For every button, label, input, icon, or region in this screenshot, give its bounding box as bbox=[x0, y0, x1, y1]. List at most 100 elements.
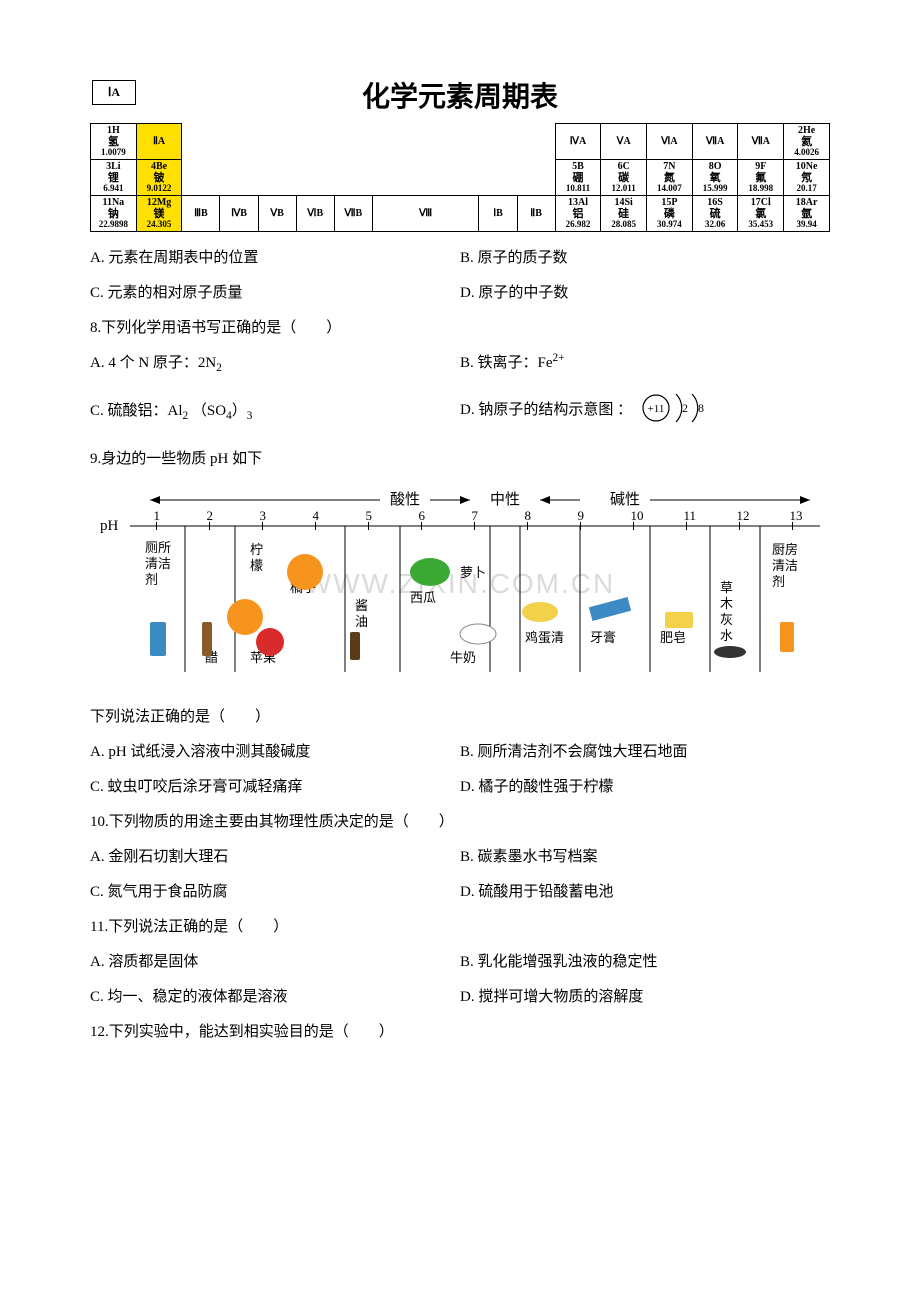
svg-text:9: 9 bbox=[578, 508, 585, 523]
cell-mg: 12Mg镁24.305 bbox=[136, 195, 182, 231]
q8-c: C. 硫酸铝：Al2 （SO4）3 bbox=[90, 399, 460, 422]
q10-stem: 10.下列物质的用途主要由其物理性质决定的是（ ） bbox=[90, 810, 830, 831]
cell-li: 3Li锂6.941 bbox=[91, 159, 137, 195]
q7-c: C. 元素的相对原子质量 bbox=[90, 281, 460, 302]
svg-text:3: 3 bbox=[260, 508, 267, 523]
group-viia: ⅦA bbox=[738, 124, 784, 160]
q11-d: D. 搅拌可增大物质的溶解度 bbox=[460, 985, 830, 1006]
group-iia: ⅡA bbox=[136, 124, 182, 160]
svg-text:13: 13 bbox=[790, 508, 803, 523]
cell-he: 2He氦4.0026 bbox=[784, 124, 830, 160]
svg-text:木: 木 bbox=[720, 596, 733, 611]
svg-text:厨房: 厨房 bbox=[772, 542, 798, 557]
svg-text:酸性: 酸性 bbox=[390, 491, 420, 508]
svg-text:碱性: 碱性 bbox=[610, 491, 640, 508]
periodic-table-title: 化学元素周期表 bbox=[90, 75, 830, 115]
cell-be: 4Be铍9.0122 bbox=[136, 159, 182, 195]
q11-c: C. 均一、稳定的液体都是溶液 bbox=[90, 985, 460, 1006]
cell-ne: 10Ne氖20.17 bbox=[784, 159, 830, 195]
svg-text:清洁: 清洁 bbox=[145, 556, 171, 571]
pt-row-3: 11Na钠22.9898 12Mg镁24.305 ⅢB ⅣB ⅤB ⅥB ⅦB … bbox=[91, 195, 830, 231]
q9-d: D. 橘子的酸性强于柠檬 bbox=[460, 775, 830, 796]
svg-text:2: 2 bbox=[682, 401, 688, 415]
q9-b: B. 厕所清洁剂不会腐蚀大理石地面 bbox=[460, 740, 830, 761]
svg-text:5: 5 bbox=[366, 508, 373, 523]
q11-b: B. 乳化能增强乳浊液的稳定性 bbox=[460, 950, 830, 971]
group-viib: ⅦB bbox=[334, 195, 372, 231]
page: ⅠA 化学元素周期表 1H氢1.0079 ⅡA ⅣA ⅤA ⅥA ⅦA ⅦA 2… bbox=[0, 0, 920, 1095]
cell-c: 6C碳12.011 bbox=[601, 159, 647, 195]
q10-row2: C. 氮气用于食品防腐 D. 硫酸用于铅酸蓄电池 bbox=[90, 880, 830, 901]
svg-text:萝卜: 萝卜 bbox=[460, 565, 486, 580]
q8-d: D. 钠原子的结构示意图 ： +11 2 8 bbox=[460, 388, 830, 433]
q11-a: A. 溶质都是固体 bbox=[90, 950, 460, 971]
svg-text:6: 6 bbox=[419, 508, 426, 523]
group-iiia: ⅣA bbox=[555, 124, 601, 160]
cell-al: 13Al铝26.982 bbox=[555, 195, 601, 231]
svg-text:檬: 檬 bbox=[250, 558, 263, 573]
group-iiib: ⅢB bbox=[182, 195, 220, 231]
svg-text:鸡蛋清: 鸡蛋清 bbox=[525, 630, 564, 645]
svg-text:8: 8 bbox=[525, 508, 532, 523]
pt-row-1: 1H氢1.0079 ⅡA ⅣA ⅤA ⅥA ⅦA ⅦA 2He氦4.0026 bbox=[91, 124, 830, 160]
cell-o: 8O氧15.999 bbox=[692, 159, 738, 195]
q8-a: A. 4 个 N 原子：2N2 bbox=[90, 351, 460, 374]
svg-text:剂: 剂 bbox=[145, 572, 158, 587]
svg-text:中性: 中性 bbox=[490, 491, 520, 508]
cell-h: 1H氢1.0079 bbox=[91, 124, 137, 160]
q10-d: D. 硫酸用于铅酸蓄电池 bbox=[460, 880, 830, 901]
q9-row2: C. 蚊虫叮咬后涂牙膏可减轻痛痒 D. 橘子的酸性强于柠檬 bbox=[90, 775, 830, 796]
svg-text:清洁: 清洁 bbox=[772, 558, 798, 573]
svg-text:12: 12 bbox=[737, 508, 750, 523]
q11-stem: 11.下列说法正确的是（ ） bbox=[90, 915, 830, 936]
group-ib: ⅠB bbox=[479, 195, 517, 231]
svg-text:肥皂: 肥皂 bbox=[660, 630, 686, 645]
svg-text:牙膏: 牙膏 bbox=[590, 630, 616, 645]
svg-text:草: 草 bbox=[720, 580, 733, 595]
q9-stem: 9.身边的一些物质 pH 如下 bbox=[90, 447, 830, 468]
group-iib: ⅡB bbox=[517, 195, 555, 231]
cell-ar: 18Ar氩39.94 bbox=[784, 195, 830, 231]
q11-row1: A. 溶质都是固体 B. 乳化能增强乳浊液的稳定性 bbox=[90, 950, 830, 971]
q10-b: B. 碳素墨水书写档案 bbox=[460, 845, 830, 866]
group-vb: ⅤB bbox=[258, 195, 296, 231]
cell-n: 7N氮14.007 bbox=[647, 159, 693, 195]
cell-b: 5B硼10.811 bbox=[555, 159, 601, 195]
ph-scale-figure: WWW.ZIXIN.COM.CN 酸性 中性 碱性 pH bbox=[90, 482, 830, 687]
svg-text:pH: pH bbox=[100, 518, 119, 534]
q7-b: B. 原子的质子数 bbox=[460, 246, 830, 267]
group-ivb: ⅣB bbox=[220, 195, 258, 231]
cell-f: 9F氟18.998 bbox=[738, 159, 784, 195]
q9-row1: A. pH 试纸浸入溶液中测其酸碱度 B. 厕所清洁剂不会腐蚀大理石地面 bbox=[90, 740, 830, 761]
q8-row2: C. 硫酸铝：Al2 （SO4）3 D. 钠原子的结构示意图 ： +11 2 8 bbox=[90, 388, 830, 433]
q7-row2: C. 元素的相对原子质量 D. 原子的中子数 bbox=[90, 281, 830, 302]
q7-row1: A. 元素在周期表中的位置 B. 原子的质子数 bbox=[90, 246, 830, 267]
svg-text:酱: 酱 bbox=[355, 598, 368, 613]
svg-text:2: 2 bbox=[207, 508, 214, 523]
svg-text:7: 7 bbox=[472, 508, 479, 523]
q10-c: C. 氮气用于食品防腐 bbox=[90, 880, 460, 901]
group-iva: ⅤA bbox=[601, 124, 647, 160]
svg-text:11: 11 bbox=[684, 508, 697, 523]
group-vib: ⅥB bbox=[296, 195, 334, 231]
svg-text:西瓜: 西瓜 bbox=[410, 590, 436, 605]
svg-text:+11: +11 bbox=[647, 403, 664, 415]
pt-row-2: 3Li锂6.941 4Be铍9.0122 5B硼10.811 6C碳12.011… bbox=[91, 159, 830, 195]
atom-structure-icon: +11 2 8 bbox=[640, 388, 710, 433]
q9-a: A. pH 试纸浸入溶液中测其酸碱度 bbox=[90, 740, 460, 761]
svg-text:4: 4 bbox=[313, 508, 320, 523]
svg-text:8: 8 bbox=[698, 401, 704, 415]
q10-a: A. 金刚石切割大理石 bbox=[90, 845, 460, 866]
q10-row1: A. 金刚石切割大理石 B. 碳素墨水书写档案 bbox=[90, 845, 830, 866]
svg-text:牛奶: 牛奶 bbox=[450, 650, 476, 665]
svg-text:1: 1 bbox=[154, 508, 161, 523]
q9-c: C. 蚊虫叮咬后涂牙膏可减轻痛痒 bbox=[90, 775, 460, 796]
svg-text:厕所: 厕所 bbox=[145, 540, 171, 555]
q12-stem: 12.下列实验中，能达到相实验目的是（ ） bbox=[90, 1020, 830, 1041]
q11-row2: C. 均一、稳定的液体都是溶液 D. 搅拌可增大物质的溶解度 bbox=[90, 985, 830, 1006]
q9-result: 下列说法正确的是（ ） bbox=[90, 705, 830, 726]
svg-text:柠: 柠 bbox=[250, 542, 263, 557]
svg-text:剂: 剂 bbox=[772, 574, 785, 589]
cell-cl: 17Cl氯35.453 bbox=[738, 195, 784, 231]
q8-row1: A. 4 个 N 原子：2N2 B. 铁离子：Fe2+ bbox=[90, 351, 830, 374]
